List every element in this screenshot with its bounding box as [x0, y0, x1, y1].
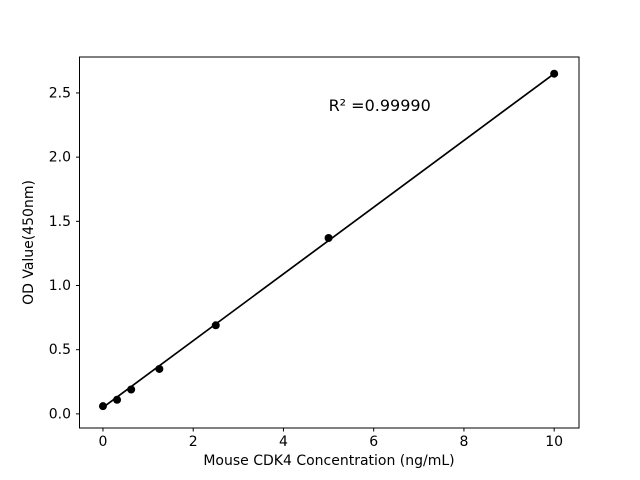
- r-squared-annotation: R² =0.99990: [329, 96, 431, 115]
- data-point: [155, 364, 164, 373]
- x-tick-label: 0: [99, 434, 108, 450]
- x-tick-label: 4: [279, 434, 288, 450]
- y-tick-label: 0.0: [49, 406, 71, 422]
- y-tick-label: 2.0: [49, 150, 71, 166]
- data-point: [127, 385, 136, 394]
- x-axis-label: Mouse CDK4 Concentration (ng/mL): [203, 453, 454, 469]
- y-tick-label: 2.5: [49, 85, 71, 101]
- plot-generated-layer: 0 2 4 6 8 10 0.0 0.5 1.0 1.5 2.0 2.5: [49, 56, 580, 450]
- data-point: [98, 402, 107, 411]
- y-tick-label: 1.0: [49, 278, 71, 294]
- x-tick-label: 10: [545, 434, 563, 450]
- data-point: [550, 69, 559, 78]
- x-tick-label: 2: [189, 434, 198, 450]
- x-tick-label: 8: [459, 434, 468, 450]
- y-tick-label: 0.5: [49, 342, 71, 358]
- y-axis-label: OD Value(450nm): [21, 180, 37, 305]
- data-point: [113, 395, 122, 404]
- axes-frame: [79, 56, 580, 429]
- data-point: [324, 234, 333, 243]
- data-point: [211, 321, 220, 330]
- x-tick-label: 6: [369, 434, 378, 450]
- y-tick-label: 1.5: [49, 214, 71, 230]
